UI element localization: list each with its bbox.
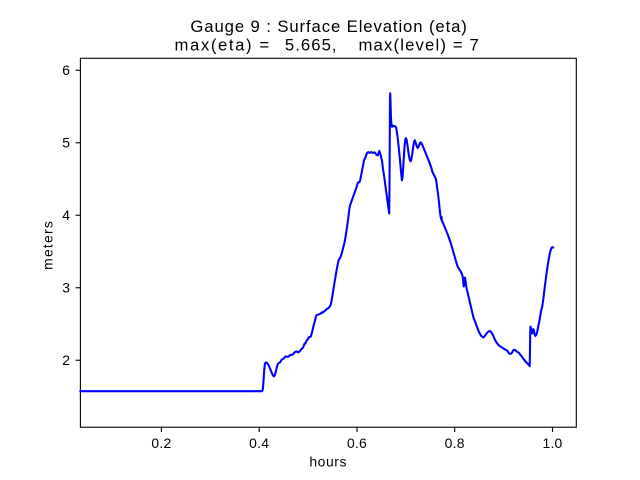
svg-text:6: 6 [62, 62, 70, 78]
svg-text:5: 5 [62, 135, 70, 151]
svg-text:Gauge 9 : Surface Elevation (e: Gauge 9 : Surface Elevation (eta) [190, 17, 467, 36]
svg-text:0.6: 0.6 [347, 435, 367, 451]
svg-text:2: 2 [62, 352, 70, 368]
svg-text:meters: meters [40, 220, 56, 270]
svg-text:0.2: 0.2 [151, 435, 171, 451]
svg-text:hours: hours [309, 453, 347, 469]
svg-text:3: 3 [62, 280, 70, 296]
svg-text:0.8: 0.8 [445, 435, 465, 451]
svg-text:0.4: 0.4 [249, 435, 269, 451]
svg-text:4: 4 [62, 207, 70, 223]
svg-text:max(level) = 7: max(level) = 7 [359, 36, 481, 55]
svg-text:max(eta) =: max(eta) = [175, 36, 271, 55]
svg-text:5.665,: 5.665, [285, 36, 338, 55]
svg-text:1.0: 1.0 [542, 435, 562, 451]
